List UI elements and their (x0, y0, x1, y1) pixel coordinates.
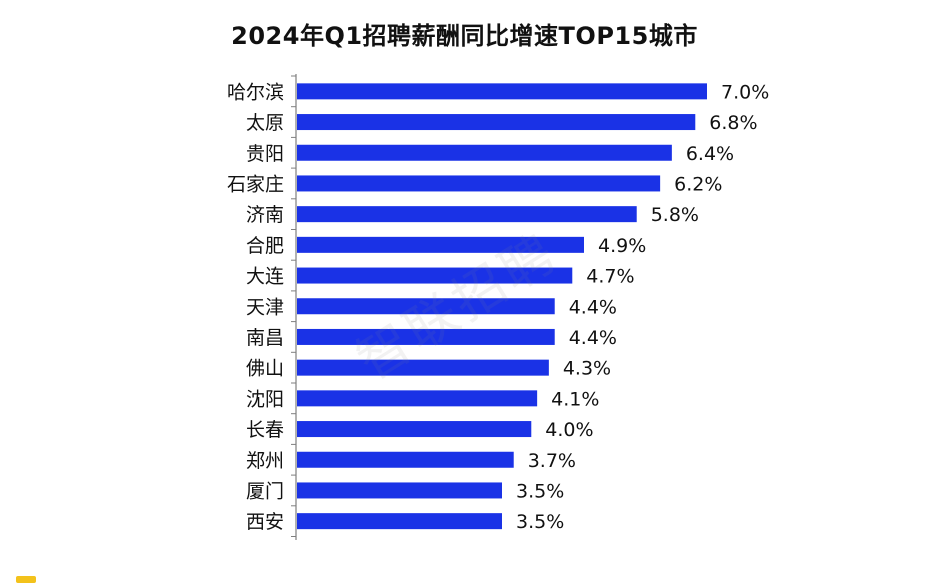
category-label: 郑州 (246, 450, 284, 472)
bar (297, 421, 532, 438)
value-label: 4.0% (545, 419, 593, 441)
bar (297, 83, 707, 100)
value-label: 4.4% (569, 327, 617, 349)
bar (297, 390, 538, 407)
category-label: 厦门 (246, 480, 284, 502)
bar (297, 451, 514, 468)
category-label: 南昌 (246, 327, 284, 349)
category-label: 合肥 (246, 235, 284, 257)
bar (297, 144, 672, 161)
category-label: 哈尔滨 (227, 81, 284, 103)
bar (297, 114, 696, 131)
value-label: 7.0% (721, 81, 769, 103)
bar (297, 236, 584, 253)
value-label: 3.7% (528, 450, 576, 472)
value-label: 6.2% (674, 173, 722, 195)
category-label: 天津 (246, 296, 284, 318)
category-label: 石家庄 (227, 173, 284, 195)
value-label: 6.8% (709, 112, 757, 134)
value-label: 3.5% (516, 511, 564, 533)
value-label: 4.7% (586, 266, 634, 288)
corner-mark (16, 576, 36, 583)
category-label: 长春 (246, 419, 284, 441)
category-label: 西安 (246, 511, 284, 533)
bar (297, 328, 555, 345)
value-label: 4.4% (569, 296, 617, 318)
value-label: 4.1% (551, 388, 599, 410)
value-label: 6.4% (686, 143, 734, 165)
chart-title: 2024年Q1招聘薪酬同比增速TOP15城市 (231, 22, 698, 50)
bar (297, 298, 555, 315)
category-label: 贵阳 (246, 143, 284, 165)
category-label: 太原 (246, 112, 284, 134)
bar (297, 206, 637, 223)
value-label: 4.3% (563, 358, 611, 380)
category-label: 济南 (246, 204, 284, 226)
value-label: 3.5% (516, 480, 564, 502)
category-label: 佛山 (246, 358, 284, 380)
bar (297, 359, 549, 376)
bar (297, 513, 502, 530)
bar (297, 482, 502, 499)
bar (297, 267, 573, 284)
value-label: 4.9% (598, 235, 646, 257)
category-label: 大连 (246, 266, 284, 288)
value-label: 5.8% (651, 204, 699, 226)
bar (297, 175, 661, 192)
category-label: 沈阳 (246, 388, 284, 410)
